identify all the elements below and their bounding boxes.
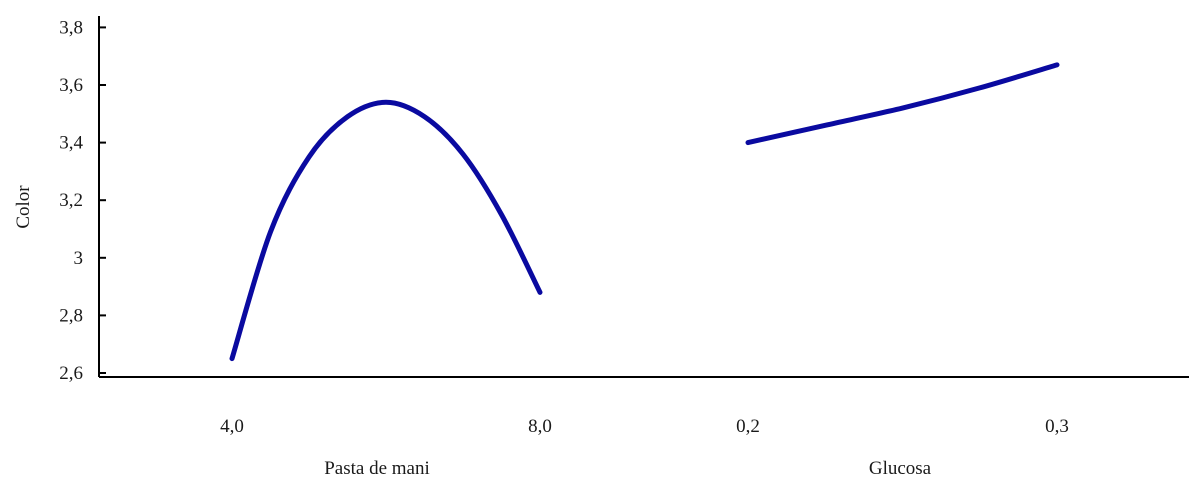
y-tick-label: 2,6	[59, 363, 83, 384]
series-line	[229, 99, 543, 362]
y-tick-label: 3,2	[59, 190, 83, 211]
x-ticks: 4,0 8,0 0,2 0,3	[220, 416, 1069, 437]
y-axis-title: Color	[13, 185, 34, 229]
x-axis-titles: Pasta de mani Glucosa	[324, 458, 931, 479]
y-tick-label: 3,4	[59, 133, 83, 154]
y-axis: 2,6 2,8 3 3,2 3,4 3,6 3,8	[59, 16, 106, 384]
y-tick-label: 3,6	[59, 75, 83, 96]
x-axis-title: Glucosa	[869, 458, 932, 479]
x-tick-label: 0,2	[736, 416, 760, 437]
y-ticks: 2,6 2,8 3 3,2 3,4 3,6 3,8	[59, 17, 106, 384]
x-tick-label: 8,0	[528, 416, 552, 437]
y-tick-label: 2,8	[59, 305, 83, 326]
series-line	[745, 62, 1060, 146]
x-tick-label: 0,3	[1045, 416, 1069, 437]
y-tick-label: 3	[74, 248, 84, 269]
x-axis-title: Pasta de mani	[324, 458, 430, 479]
x-tick-label: 4,0	[220, 416, 244, 437]
plot-lines	[229, 62, 1060, 362]
y-tick-label: 3,8	[59, 17, 83, 38]
